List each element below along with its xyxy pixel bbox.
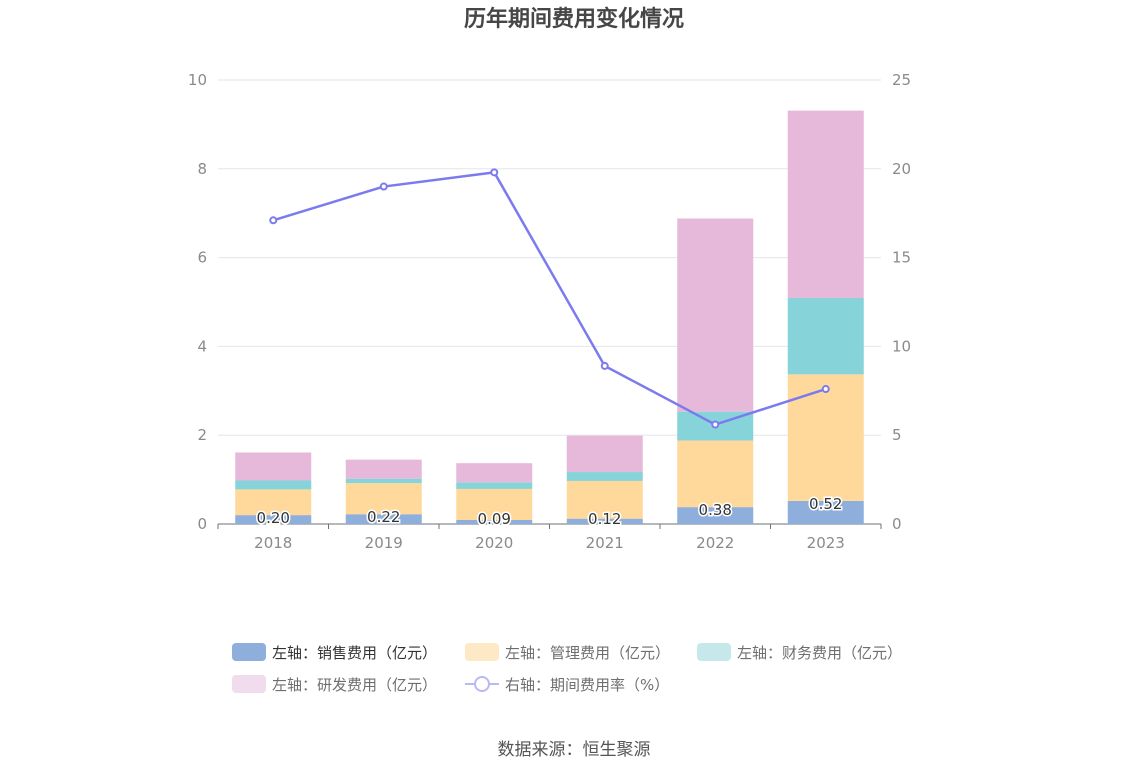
bar-segment bbox=[566, 518, 643, 524]
y-left-tick-label: 6 bbox=[197, 249, 207, 267]
bar-value-label: 0.20 bbox=[257, 509, 290, 527]
legend-label: 左轴：研发费用（亿元） bbox=[272, 676, 437, 694]
bar-segment bbox=[787, 374, 864, 501]
legend-line-marker bbox=[474, 676, 490, 692]
bars bbox=[235, 110, 864, 524]
y-right-tick-label: 0 bbox=[892, 515, 902, 533]
bar-segment bbox=[566, 472, 643, 481]
bar-segment bbox=[677, 507, 754, 524]
y-right-tick-label: 10 bbox=[892, 337, 911, 355]
bar-segment bbox=[456, 482, 533, 489]
legend-label: 左轴：管理费用（亿元） bbox=[505, 644, 670, 662]
bar-segment bbox=[235, 452, 312, 481]
bar-value-label: 0.22 bbox=[367, 508, 400, 526]
legend-item[interactable]: 左轴：研发费用（亿元） bbox=[232, 675, 437, 694]
y-right-tick-label: 25 bbox=[892, 71, 911, 89]
source-note: 数据来源：恒生聚源 bbox=[498, 740, 651, 760]
y-right-tick-label: 20 bbox=[892, 160, 911, 178]
bar-segment bbox=[677, 218, 754, 412]
y-right-tick-label: 15 bbox=[892, 249, 911, 267]
bar-value-label: 0.52 bbox=[809, 495, 842, 513]
x-tick-label: 2018 bbox=[254, 534, 292, 552]
bar-segment bbox=[235, 480, 312, 490]
legend-item[interactable]: 右轴：期间费用率（%） bbox=[465, 676, 669, 694]
data-labels: 0.20 0.22 0.09 0.12 0.38 0.52 bbox=[255, 493, 844, 529]
x-tick-label: 2021 bbox=[586, 534, 624, 552]
chart-title: 历年期间费用变化情况 bbox=[464, 6, 684, 32]
bar-segment bbox=[345, 478, 422, 484]
bar-segment bbox=[787, 110, 864, 299]
x-tick-label: 2020 bbox=[475, 534, 513, 552]
bar-segment bbox=[235, 489, 312, 516]
x-tick-label: 2019 bbox=[365, 534, 403, 552]
y-left-tick-label: 10 bbox=[188, 71, 207, 89]
y-left-tick-label: 8 bbox=[197, 160, 207, 178]
bar-segment bbox=[456, 463, 533, 483]
legend-label: 左轴：财务费用（亿元） bbox=[737, 644, 902, 662]
line-point bbox=[490, 168, 499, 177]
legend-swatch bbox=[697, 643, 731, 661]
legend-swatch bbox=[465, 643, 499, 661]
x-tick-label: 2022 bbox=[696, 534, 734, 552]
legend-item[interactable]: 左轴：销售费用（亿元） bbox=[232, 643, 437, 662]
legend-swatch bbox=[232, 643, 266, 661]
x-tick-label: 2023 bbox=[807, 534, 845, 552]
grid bbox=[218, 79, 881, 436]
line-point bbox=[711, 420, 720, 429]
bar-segment bbox=[345, 514, 422, 524]
bar-value-label: 0.09 bbox=[478, 510, 511, 528]
legend-label: 左轴：销售费用（亿元） bbox=[272, 644, 437, 662]
bar-segment bbox=[677, 440, 754, 508]
bar-segment bbox=[345, 483, 422, 515]
bar-segment bbox=[345, 459, 422, 479]
line-series bbox=[269, 168, 830, 429]
bar-segment bbox=[566, 480, 643, 519]
line-point bbox=[379, 182, 388, 191]
bar-segment bbox=[787, 500, 864, 524]
line-point bbox=[269, 216, 278, 225]
bar-segment bbox=[456, 488, 533, 521]
bar-value-label: 0.12 bbox=[588, 510, 621, 528]
line-point bbox=[821, 385, 830, 394]
bar-segment bbox=[787, 298, 864, 375]
expense-rate-line bbox=[272, 171, 827, 426]
legend-item[interactable]: 左轴：管理费用（亿元） bbox=[465, 643, 670, 662]
y-left-tick-label: 0 bbox=[197, 515, 207, 533]
y-right-tick-label: 5 bbox=[892, 426, 902, 444]
legend-item[interactable]: 左轴：财务费用（亿元） bbox=[697, 643, 902, 662]
legend-label: 右轴：期间费用率（%） bbox=[505, 676, 669, 694]
legend[interactable]: 左轴：销售费用（亿元） 左轴：管理费用（亿元） 左轴：财务费用（亿元） 左轴：研发费用… bbox=[232, 643, 902, 694]
legend-swatch bbox=[232, 675, 266, 693]
bar-value-label: 0.38 bbox=[699, 501, 732, 519]
line-point bbox=[600, 361, 609, 370]
bar-segment bbox=[566, 435, 643, 473]
y-left-tick-label: 4 bbox=[197, 337, 207, 355]
bar-segment bbox=[456, 520, 533, 524]
y-left-tick-label: 2 bbox=[197, 426, 207, 444]
bar-segment bbox=[235, 515, 312, 524]
